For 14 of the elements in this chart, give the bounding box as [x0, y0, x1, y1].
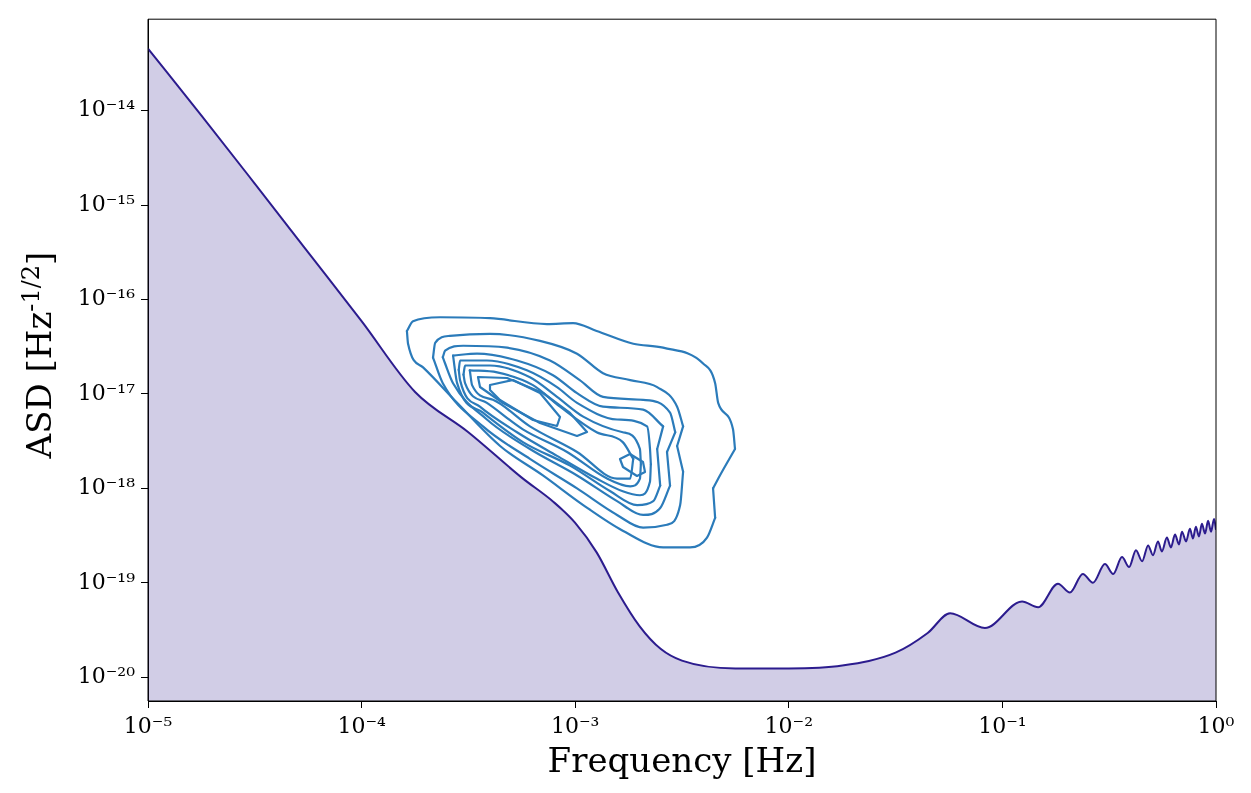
y-tick-label: 10⁻¹⁴ — [77, 96, 136, 122]
x-tick-label: 10⁻⁴ — [337, 712, 386, 738]
x-tick-label: 10⁻⁵ — [123, 712, 173, 738]
x-tick-label: 10⁻¹ — [978, 712, 1027, 738]
x-tick-label: 10⁻³ — [550, 712, 600, 738]
x-axis-title: Frequency [Hz] — [546, 740, 818, 780]
x-tick-label: 10⁰ — [1197, 712, 1235, 738]
y-tick-label: 10⁻¹⁷ — [77, 379, 136, 405]
y-tick-label: 10⁻¹⁸ — [77, 474, 136, 500]
y-tick-label: 10⁻¹⁵ — [77, 190, 135, 216]
x-tick-label: 10⁻² — [764, 712, 814, 738]
y-tick-label: 10⁻²⁰ — [77, 662, 136, 688]
y-tick-label: 10⁻¹⁹ — [77, 568, 136, 594]
y-tick-label: 10⁻¹⁶ — [77, 285, 136, 311]
